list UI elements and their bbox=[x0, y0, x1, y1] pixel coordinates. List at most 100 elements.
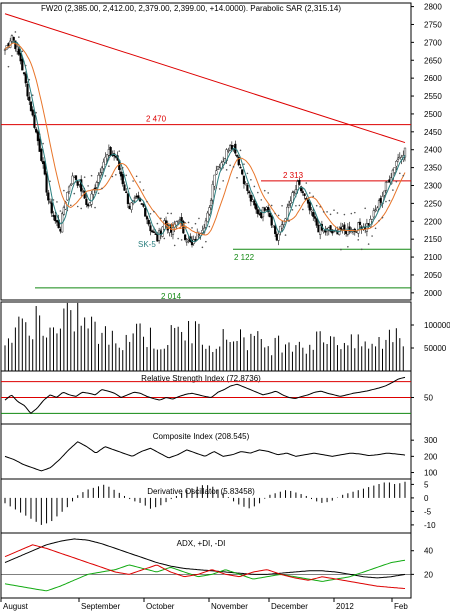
price-axis-tick-label: 2650 bbox=[424, 56, 442, 65]
sar-dot bbox=[125, 174, 128, 177]
trend-line bbox=[4, 13, 406, 144]
sar-dot bbox=[121, 166, 124, 169]
sar-dot bbox=[115, 173, 117, 176]
sar-dot bbox=[160, 217, 162, 220]
candle-body bbox=[398, 156, 401, 159]
candle-body bbox=[126, 193, 130, 205]
deriv-axis-tick-label: -10 bbox=[424, 521, 436, 530]
candle-body bbox=[396, 157, 400, 160]
sar-dot bbox=[156, 222, 159, 225]
candle-body bbox=[248, 191, 251, 194]
price-axis-tick-label: 2750 bbox=[424, 20, 442, 29]
sar-dot bbox=[319, 205, 321, 208]
sar-dot bbox=[295, 205, 297, 207]
candle-body bbox=[43, 161, 46, 175]
candle-body bbox=[81, 190, 85, 192]
candle-body bbox=[369, 219, 372, 227]
candle-body bbox=[147, 219, 150, 225]
candle-body bbox=[142, 203, 145, 207]
candle-body bbox=[69, 184, 72, 187]
sar-dot bbox=[205, 240, 207, 243]
sar-dot bbox=[270, 204, 273, 207]
candle-body bbox=[102, 161, 105, 169]
deriv-title: Derivative Oscillator (5.83458) bbox=[147, 487, 255, 496]
candle-body bbox=[45, 172, 48, 193]
candle-body bbox=[47, 192, 50, 201]
sar-dot bbox=[315, 204, 318, 207]
candle-body bbox=[395, 161, 398, 167]
rsi-title: Relative Strength Index (72.8736) bbox=[141, 374, 261, 383]
candle-body bbox=[308, 202, 311, 211]
sar-dot bbox=[52, 199, 55, 201]
candle-body bbox=[21, 59, 24, 71]
sar-dot bbox=[329, 213, 332, 216]
price-axis-tick-label: 2500 bbox=[424, 110, 442, 119]
candle-body bbox=[263, 207, 266, 211]
candle-body bbox=[93, 187, 97, 190]
sar-dot bbox=[347, 245, 349, 248]
candle-body bbox=[365, 223, 369, 232]
level-label: 2 014 bbox=[161, 292, 182, 301]
candle-body bbox=[33, 114, 36, 128]
candle-body bbox=[279, 225, 282, 233]
sar-dot bbox=[201, 246, 204, 249]
candle-body bbox=[29, 101, 33, 112]
sar-dot bbox=[198, 217, 200, 220]
candle-body bbox=[31, 109, 34, 116]
adx-series-adx bbox=[4, 538, 406, 579]
candle-body bbox=[303, 193, 306, 196]
candle-body bbox=[123, 184, 126, 191]
sar-dot bbox=[402, 174, 405, 177]
sar-dot bbox=[97, 192, 100, 195]
sar-dot bbox=[364, 207, 366, 210]
sar-dot bbox=[135, 175, 138, 178]
sar-dot bbox=[153, 210, 155, 213]
sar-dot bbox=[392, 189, 394, 191]
candle-body bbox=[149, 225, 152, 232]
candle-body bbox=[151, 230, 154, 233]
sar-dot bbox=[132, 180, 134, 182]
sar-dot bbox=[302, 208, 304, 211]
sar-dot bbox=[170, 212, 173, 215]
sar-dot bbox=[367, 243, 370, 245]
sar-dot bbox=[333, 209, 335, 211]
candle-body bbox=[125, 191, 128, 193]
sar-dot bbox=[80, 207, 82, 210]
candle-body bbox=[95, 182, 98, 188]
sar-dot bbox=[243, 163, 245, 165]
price-axis-tick-label: 2000 bbox=[424, 289, 442, 298]
sar-dot bbox=[218, 188, 221, 190]
sar-dot bbox=[239, 149, 242, 152]
candle-body bbox=[322, 230, 325, 232]
sk5-line bbox=[4, 41, 406, 242]
deriv-axis-tick-label: 0 bbox=[424, 494, 429, 503]
candle-body bbox=[133, 197, 136, 199]
candle-body bbox=[185, 241, 188, 243]
sar-dot bbox=[49, 180, 51, 183]
candle-body bbox=[383, 190, 386, 196]
candle-body bbox=[216, 166, 220, 170]
candle-body bbox=[85, 198, 88, 205]
sar-dot bbox=[108, 165, 110, 168]
level-label: 2 122 bbox=[234, 253, 255, 262]
candle-body bbox=[175, 221, 178, 226]
sar-dot bbox=[340, 248, 342, 251]
deriv-axis-tick-label: -5 bbox=[424, 507, 432, 516]
sar-dot bbox=[250, 179, 252, 181]
candle-body bbox=[80, 179, 83, 192]
candle-body bbox=[218, 167, 221, 170]
candle-body bbox=[99, 172, 102, 176]
x-tick-label: October bbox=[146, 602, 175, 611]
sar-dot bbox=[222, 180, 224, 182]
candle-body bbox=[230, 145, 233, 150]
candle-body bbox=[300, 186, 303, 192]
candle-body bbox=[287, 204, 291, 206]
sar-dot bbox=[149, 213, 152, 215]
sar-dot bbox=[21, 50, 24, 53]
sar-dot bbox=[128, 187, 131, 190]
candle-body bbox=[277, 233, 280, 241]
adx-axis-tick-label: 20 bbox=[424, 570, 433, 579]
sar-dot bbox=[232, 166, 235, 168]
sar-dot bbox=[281, 204, 283, 207]
